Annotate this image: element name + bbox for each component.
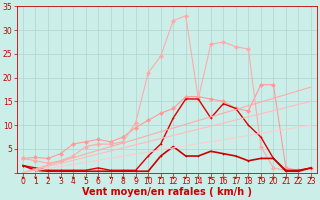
X-axis label: Vent moyen/en rafales ( km/h ): Vent moyen/en rafales ( km/h ) [82,187,252,197]
